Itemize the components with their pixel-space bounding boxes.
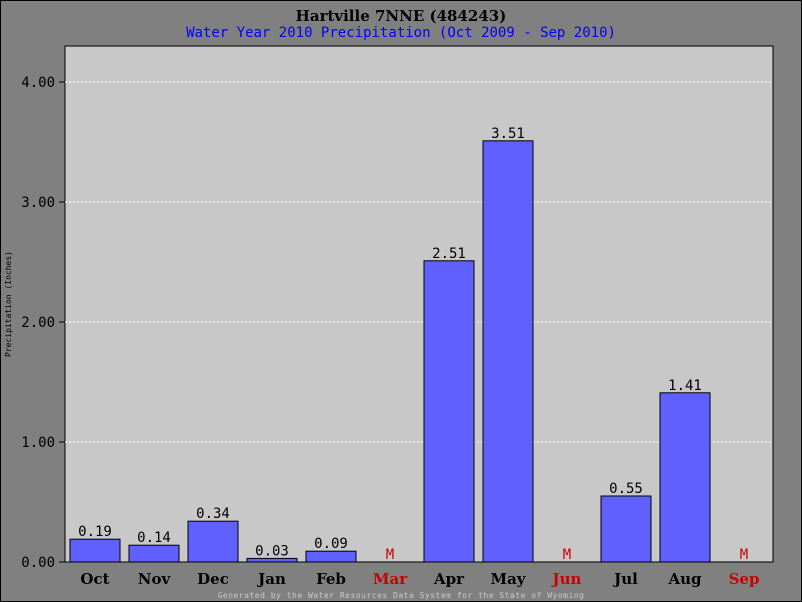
x-tick-label: Sep <box>729 570 760 588</box>
bar-value-label: 0.34 <box>196 506 230 522</box>
x-tick-label: Feb <box>316 570 346 588</box>
bar-value-label: 0.19 <box>78 524 112 540</box>
bar <box>246 557 298 563</box>
y-tick-label: 3.00 <box>21 195 55 211</box>
y-axis-label: Precipitation (Inches) <box>4 251 13 357</box>
bar-value-label: 1.41 <box>668 378 702 394</box>
x-tick-label: May <box>490 570 526 588</box>
bar-value-label: 0.03 <box>255 543 289 559</box>
bar-value-label: 3.51 <box>491 126 525 142</box>
x-tick-label: Nov <box>138 570 172 588</box>
missing-marker: M <box>563 547 571 563</box>
y-tick-label: 4.00 <box>21 75 55 91</box>
x-tick-label: Jul <box>612 570 638 588</box>
missing-marker: M <box>386 547 394 563</box>
y-tick-label: 2.00 <box>21 315 55 331</box>
bar-value-label: 0.14 <box>137 530 171 546</box>
x-tick-label: Oct <box>80 570 109 588</box>
x-tick-label: Dec <box>197 570 229 588</box>
bar <box>187 520 239 563</box>
x-tick-label: Jun <box>551 570 582 588</box>
bar <box>128 544 180 563</box>
bar-value-label: 0.55 <box>609 481 643 497</box>
y-tick-label: 0.00 <box>21 555 55 571</box>
footer-credit: Generated by the Water Resources Data Sy… <box>217 591 585 600</box>
x-tick-label: Apr <box>433 570 465 588</box>
bar <box>482 140 534 563</box>
chart-title: Hartville 7NNE (484243) <box>295 7 507 25</box>
bar <box>659 392 711 563</box>
y-tick-label: 1.00 <box>21 435 55 451</box>
bar <box>600 495 652 563</box>
chart-subtitle: Water Year 2010 Precipitation (Oct 2009 … <box>186 25 616 41</box>
plot-area <box>64 45 774 563</box>
x-tick-label: Jan <box>256 570 286 588</box>
bar <box>305 550 357 563</box>
bar <box>423 260 475 563</box>
bar <box>69 538 121 563</box>
missing-marker: M <box>740 547 748 563</box>
bar-value-label: 0.09 <box>314 536 348 552</box>
x-tick-label: Mar <box>373 570 408 588</box>
x-tick-label: Aug <box>667 570 702 588</box>
bar-value-label: 2.51 <box>432 246 466 262</box>
